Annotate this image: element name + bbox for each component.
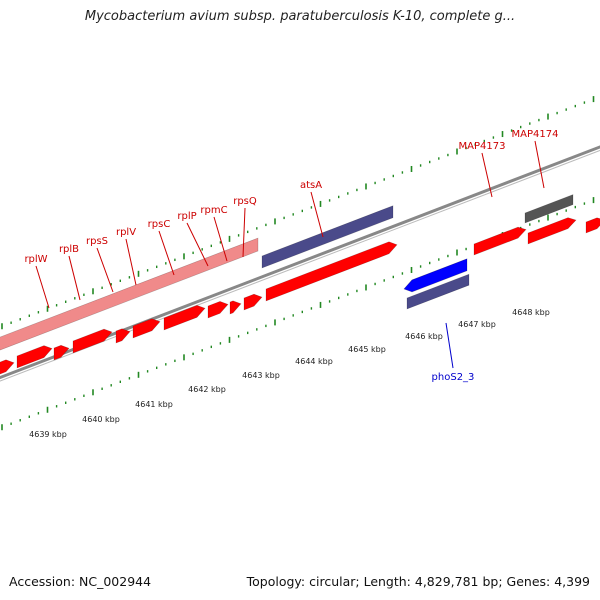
cds-forward-arrow [265, 241, 398, 302]
gene-label-leader [68, 255, 81, 301]
cds-forward-arrow [229, 300, 242, 315]
gene-label-leader [96, 247, 114, 293]
gene-label-leader [481, 152, 493, 198]
gene-label-leader [213, 216, 228, 262]
scale-label: 4643 kbp [242, 371, 280, 380]
gene-label-rplv: rplV [116, 227, 136, 238]
gene-label-rpss: rpsS [86, 236, 108, 247]
scale-label: 4641 kbp [135, 400, 173, 409]
cds-forward-arrow [72, 328, 113, 354]
gene-label-map4173: MAP4173 [459, 141, 506, 152]
gene-label-rplp: rplP [177, 211, 196, 222]
cds-forward-arrow [16, 345, 53, 369]
gene-label-rplw: rplW [24, 254, 47, 265]
gene-label-atsa: atsA [300, 180, 322, 191]
genome-summary-text: Topology: circular; Length: 4,829,781 bp… [246, 574, 590, 589]
gene-label-rpsc: rpsC [148, 219, 171, 230]
cds-forward-arrow [585, 217, 600, 234]
gene-label-leader [310, 191, 324, 238]
cds-forward-arrow [163, 305, 206, 331]
gene-label-leader [445, 322, 454, 369]
gene-label-leader [534, 140, 545, 189]
scale-label: 4648 kbp [512, 308, 550, 317]
backbone-shadow [0, 149, 600, 382]
feature-layer[interactable] [0, 194, 600, 376]
scale-label: 4647 kbp [458, 320, 496, 329]
accession-text: Accession: NC_002944 [9, 574, 152, 589]
cds-forward-arrow [207, 301, 229, 319]
cds-forward-arrow [53, 344, 70, 361]
cds-forward-arrow [132, 318, 161, 339]
gene-label-leader [186, 222, 209, 267]
gene-label-rpmc: rpmC [200, 205, 227, 216]
atsA-feature-bar [261, 205, 394, 269]
gene-label-map4174: MAP4174 [512, 129, 559, 140]
ribosomal-operon-block [0, 237, 259, 351]
gene-label-leader [35, 265, 50, 309]
gene-label-leader [242, 207, 246, 258]
cds-forward-arrow [0, 359, 15, 375]
scale-label: 4639 kbp [29, 430, 67, 439]
phoS2-feature-bar [406, 273, 470, 310]
gene-label-phos2_3: phoS2_3 [432, 372, 475, 383]
hypothetical-feature-bar [524, 194, 574, 224]
gene-label-rpsq: rpsQ [233, 196, 257, 207]
scale-label: 4644 kbp [295, 357, 333, 366]
scale-label: 4645 kbp [348, 345, 386, 354]
cds-reverse-arrow [403, 258, 468, 293]
cds-forward-arrow [243, 293, 263, 311]
cds-forward-arrow [115, 328, 131, 344]
scale-label: 4642 kbp [188, 385, 226, 394]
cds-forward-arrow [473, 226, 527, 256]
cds-forward-arrow [527, 217, 577, 245]
scale-label: 4640 kbp [82, 415, 120, 424]
gene-label-rplb: rplB [59, 244, 79, 255]
scale-label: 4646 kbp [405, 332, 443, 341]
map-title: Mycobacterium avium subsp. paratuberculo… [84, 9, 516, 24]
label-layer: rplW rplB rpsS rplV rpsC rplP rpmC rpsQ atsA MAP4… [24, 129, 558, 439]
gene-label-leader [125, 238, 137, 286]
gene-label-leader [158, 230, 175, 276]
